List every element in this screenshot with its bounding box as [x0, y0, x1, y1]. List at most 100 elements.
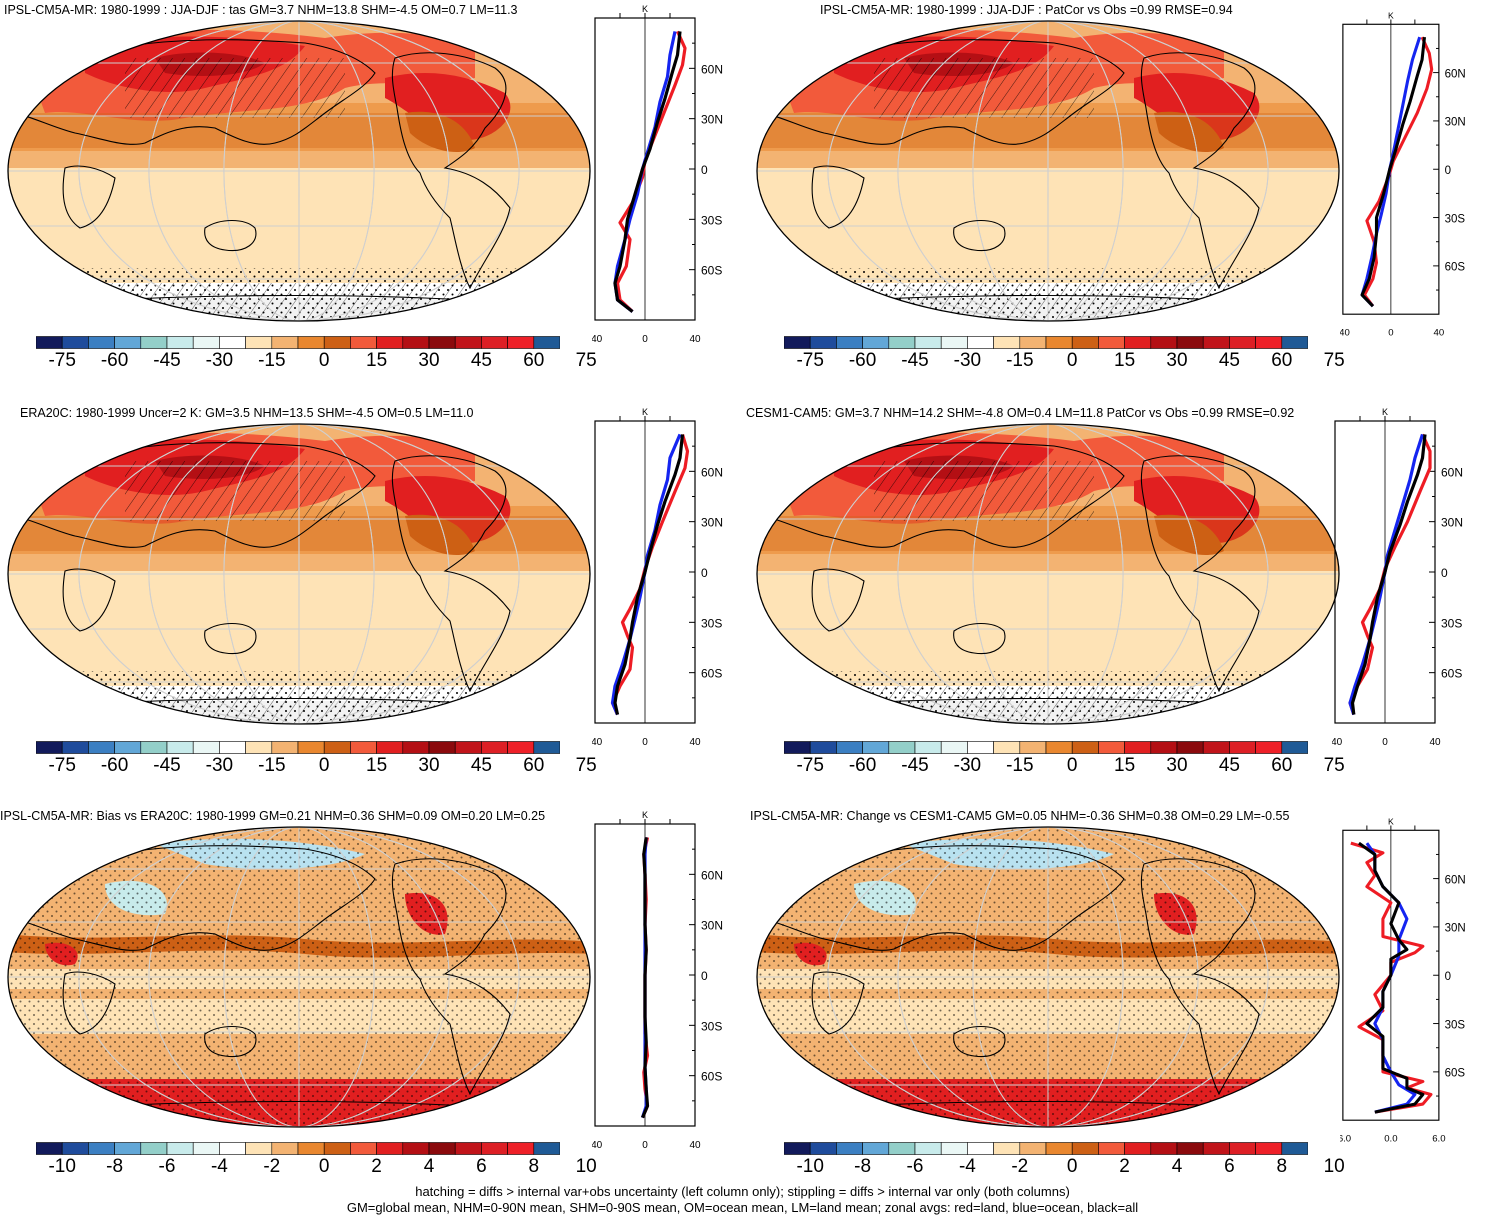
- zonal-mean-plot: K -40 0 40 60N 30N 0 30S 60S: [592, 810, 723, 1151]
- colorbar-tick-label: -75: [48, 350, 76, 371]
- colorbar-tick-label: -45: [153, 755, 181, 776]
- colorbar-swatch: [1124, 336, 1152, 349]
- zonal-lat-label: 60N: [1445, 68, 1466, 80]
- colorbar-tick-label: 75: [1323, 755, 1345, 776]
- colorbar-swatch: [914, 336, 942, 349]
- panel-title: IPSL-CM5A-MR: 1980-1999 : JJA-DJF : PatC…: [820, 3, 1233, 17]
- colorbar-swatch: [350, 336, 377, 349]
- colorbar-swatch: [140, 336, 168, 349]
- colorbar-swatch: [1019, 1142, 1047, 1155]
- colorbar-swatch: [1176, 336, 1204, 349]
- colorbar-swatches: [784, 741, 1308, 754]
- zonal-lat-label: 0: [701, 969, 708, 983]
- colorbar-tick-label: 45: [1218, 350, 1240, 371]
- colorbar-swatch: [914, 741, 942, 754]
- zonal-x-tick-label: 0: [642, 334, 648, 345]
- zonal-x-tick-label: 6.0: [1432, 1133, 1445, 1144]
- colorbar-tick-label: 0: [1066, 1156, 1078, 1177]
- zonal-lat-label: 30S: [701, 1019, 722, 1033]
- colorbar-swatch: [967, 1142, 994, 1155]
- colorbar-tick-label: 45: [470, 350, 492, 371]
- footer-note-2: GM=global mean, NHM=0-90N mean, SHM=0-90…: [346, 1200, 1139, 1215]
- colorbar-swatch: [1202, 1142, 1230, 1155]
- colorbar-tick-label: 6: [476, 1156, 487, 1177]
- zonal-lat-label: 30S: [701, 616, 722, 630]
- colorbar-tick-label: 30: [1166, 755, 1188, 776]
- colorbar-swatch: [36, 741, 63, 754]
- zonal-x-tick-label: 0: [642, 737, 648, 748]
- zonal-lat-label: 60S: [1445, 262, 1466, 274]
- colorbar-swatch: [940, 336, 968, 349]
- colorbar-swatch: [36, 1142, 63, 1155]
- zonal-lat-label: 60N: [701, 868, 723, 882]
- colorbar-tick-label: 45: [470, 755, 492, 776]
- colorbar-swatch: [507, 1142, 535, 1155]
- zonal-unit-label: K: [1388, 11, 1394, 21]
- colorbar-tick-label: 10: [575, 1156, 597, 1177]
- colorbar-swatch: [914, 1142, 942, 1155]
- colorbar-tick-label: -30: [953, 755, 982, 776]
- colorbar-swatch: [1124, 741, 1152, 754]
- colorbar-swatch: [166, 336, 194, 349]
- colorbar-tick-label: -15: [258, 755, 286, 776]
- colorbar-tick-label: -60: [100, 755, 129, 776]
- zonal-x-tick-label: 40: [689, 334, 701, 345]
- colorbar-tick-label: 75: [575, 350, 597, 371]
- colorbar-swatch: [967, 741, 994, 754]
- colorbar-swatch: [297, 336, 325, 349]
- colorbar-tick-label: 15: [1114, 755, 1136, 776]
- colorbar-swatch: [36, 336, 63, 349]
- zonal-lat-label: 0: [701, 566, 708, 580]
- colorbar-swatch: [61, 1142, 89, 1155]
- colorbar-swatch: [245, 336, 273, 349]
- zonal-lat-label: 30S: [701, 213, 722, 227]
- colorbar-tick-label: -30: [953, 350, 982, 371]
- colorbar-swatch: [140, 741, 168, 754]
- colorbar-tick-label: 15: [1114, 350, 1136, 371]
- zonal-lat-label: 0: [701, 163, 708, 177]
- zonal-land-line: [1348, 433, 1432, 716]
- colorbar-swatch: [271, 336, 299, 349]
- zonal-lat-label: 60S: [701, 1070, 722, 1084]
- colorbar-swatch: [1229, 1142, 1256, 1155]
- colorbar-swatch: [940, 1142, 968, 1155]
- colorbar-swatch: [1229, 336, 1256, 349]
- panel-tas-cesm: CESM1-CAM5: GM=3.7 NHM=14.2 SHM=-4.8 OM=…: [742, 403, 1484, 808]
- zonal-lat-label: 60N: [1441, 465, 1463, 479]
- colorbar-swatch: [1098, 1142, 1125, 1155]
- colorbar-swatch: [1019, 336, 1047, 349]
- panel-title: ERA20C: 1980-1999 Uncer=2 K: GM=3.5 NHM=…: [20, 406, 474, 420]
- colorbar-swatch: [350, 741, 377, 754]
- colorbar-swatch: [192, 741, 220, 754]
- colorbar-tick-label: -2: [1011, 1156, 1029, 1177]
- zonal-x-tick-label: -40: [1332, 737, 1343, 748]
- colorbar-tick-label: -45: [901, 755, 929, 776]
- colorbar-swatch: [533, 1142, 560, 1155]
- zonal-lat-label: 30N: [701, 113, 723, 127]
- colorbar-swatch: [1281, 336, 1308, 349]
- colorbar-swatches: [36, 336, 560, 349]
- colorbar-tick-label: 45: [1218, 755, 1240, 776]
- colorbar-swatch: [481, 741, 508, 754]
- colorbar-swatch: [784, 741, 811, 754]
- zonal-x-tick-label: 40: [689, 737, 701, 748]
- colorbar-tick-label: -15: [258, 350, 286, 371]
- colorbar-tick-label: 60: [1271, 755, 1293, 776]
- colorbar-swatch: [1176, 1142, 1204, 1155]
- panel-title: IPSL-CM5A-MR: Bias vs ERA20C: 1980-1999 …: [0, 809, 546, 823]
- colorbar-tick-label: -60: [100, 350, 129, 371]
- zonal-unit-label: K: [642, 407, 648, 417]
- colorbar-swatch: [428, 336, 456, 349]
- colorbar-swatch: [454, 1142, 482, 1155]
- colorbar-swatch: [1019, 741, 1047, 754]
- colorbar-swatch: [862, 741, 890, 754]
- colorbar-swatch: [1255, 741, 1283, 754]
- world-map: [756, 20, 1340, 322]
- colorbar-swatch: [61, 336, 89, 349]
- colorbar-swatch: [993, 336, 1021, 349]
- zonal-lat-label: 0: [1441, 566, 1448, 580]
- colorbar-tick-label: 6: [1224, 1156, 1235, 1177]
- zonal-lat-label: 30S: [1441, 616, 1462, 630]
- colorbar-swatches: [36, 1142, 560, 1155]
- colorbar-tick-label: 0: [1066, 350, 1078, 371]
